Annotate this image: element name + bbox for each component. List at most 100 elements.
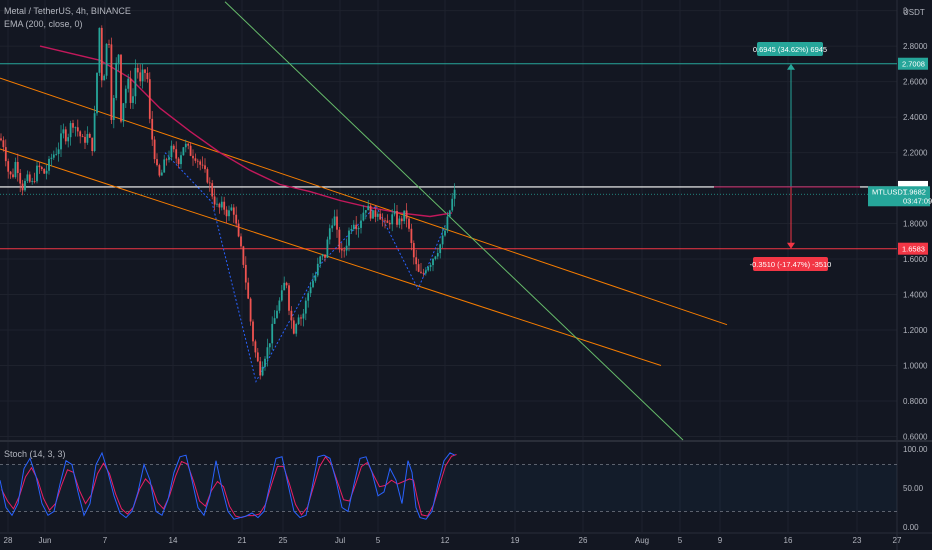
measure-up-box (757, 42, 823, 56)
candle-body (196, 160, 199, 162)
candle-body (60, 133, 62, 150)
time-tick: Jul (335, 536, 345, 545)
measure-up-label: 0.6945 (34.62%) 6945 (753, 45, 827, 54)
candle-body (31, 181, 34, 182)
price-tick: 2.6000 (903, 78, 928, 87)
candle-body (345, 245, 348, 251)
symbol-legend[interactable]: Metal / TetherUS, 4h, BINANCE (4, 6, 131, 16)
candle-body (158, 165, 161, 176)
candle-body (105, 43, 108, 76)
candle-body (136, 67, 139, 73)
price-axis[interactable]: 3 2.8000 2.6000 2.4000 2.2000 1.8000 1.6000 1.4… (903, 7, 928, 532)
candle-body (24, 180, 26, 191)
candle-body (132, 96, 134, 103)
time-tick: 26 (579, 536, 588, 545)
candle-body (376, 213, 379, 217)
candle-body (369, 205, 372, 219)
time-tick: Aug (635, 536, 649, 545)
candle-body (333, 216, 336, 226)
candle-body (43, 168, 46, 174)
time-tick: 12 (441, 536, 450, 545)
candle-body (384, 220, 386, 222)
candle-body (156, 159, 158, 166)
candle-body (28, 174, 31, 182)
time-tick: 9 (718, 536, 723, 545)
candle-body (184, 143, 187, 148)
candle-body (290, 310, 293, 321)
channel-lower (0, 148, 662, 366)
stoch-legend[interactable]: Stoch (14, 3, 3) (4, 449, 66, 459)
candle-body (69, 123, 72, 138)
candle-body (283, 282, 286, 291)
candle-body (381, 219, 384, 221)
candle-body (127, 78, 130, 89)
candle-body (340, 249, 343, 251)
price-tick: 2.2000 (903, 149, 928, 158)
candle-body (273, 318, 276, 324)
candle-body (266, 347, 269, 359)
candle-body (211, 183, 214, 197)
candle-body (4, 147, 7, 162)
candle-body (446, 216, 449, 231)
candle-body (74, 127, 77, 129)
time-tick: 14 (169, 536, 178, 545)
ema-legend[interactable]: EMA (200, close, 0) (4, 19, 83, 29)
price-tick: 2.4000 (903, 113, 928, 122)
measure-tool[interactable]: 0.6945 (34.62%) 6945 -0.3510 (-17.47%) -3… (714, 42, 860, 271)
candle-body (453, 189, 456, 199)
candle-body (139, 72, 142, 82)
candle-body (319, 256, 322, 264)
candle-body (326, 239, 329, 258)
stoch-pane (0, 451, 897, 520)
time-tick: 19 (511, 536, 520, 545)
candle-body (163, 159, 166, 173)
candle-body (175, 149, 178, 159)
stoch-tick: 0.00 (903, 523, 919, 532)
time-tick: 7 (103, 536, 108, 545)
pattern-path (164, 152, 447, 383)
time-axis[interactable]: 28 Jun 7 14 21 25 Jul 5 12 19 26 Aug 5 9 16 23 27 (4, 536, 902, 545)
candle-body (422, 272, 425, 274)
candle-body (204, 165, 206, 170)
candle-body (391, 214, 394, 225)
candle-body (338, 229, 341, 250)
candles (0, 25, 456, 380)
candle-body (388, 222, 391, 225)
candle-body (177, 158, 180, 165)
candle-body (48, 158, 50, 171)
stoch-k-line (0, 451, 456, 520)
candle-body (240, 236, 242, 247)
candle-body (259, 361, 262, 376)
candle-body (249, 298, 252, 322)
candle-body (343, 250, 346, 252)
stoch-d-line (1, 454, 457, 519)
candle-body (96, 72, 98, 114)
candle-body (316, 263, 319, 276)
candle-body (14, 161, 17, 178)
candle-body (72, 123, 74, 128)
candle-body (271, 323, 274, 344)
tag-bottom-box (898, 242, 928, 255)
candle-body (237, 223, 240, 237)
candle-body (129, 78, 132, 103)
candle-body (436, 253, 439, 257)
candle-body (230, 207, 233, 211)
candle-body (362, 212, 365, 221)
candle-body (7, 161, 10, 172)
candle-body (297, 317, 300, 325)
time-tick: 16 (784, 536, 793, 545)
candle-body (21, 183, 24, 191)
candle-body (312, 280, 314, 288)
candle-body (228, 210, 230, 217)
candle-body (307, 293, 310, 301)
candle-body (12, 174, 14, 178)
tag-current-symbol: MTLUSDT (872, 187, 908, 196)
candle-body (348, 230, 350, 246)
candle-body (64, 129, 67, 142)
candle-body (372, 210, 374, 219)
candle-body (405, 210, 408, 219)
candle-body (120, 54, 122, 122)
candle-body (122, 103, 125, 122)
candle-body (88, 133, 91, 138)
